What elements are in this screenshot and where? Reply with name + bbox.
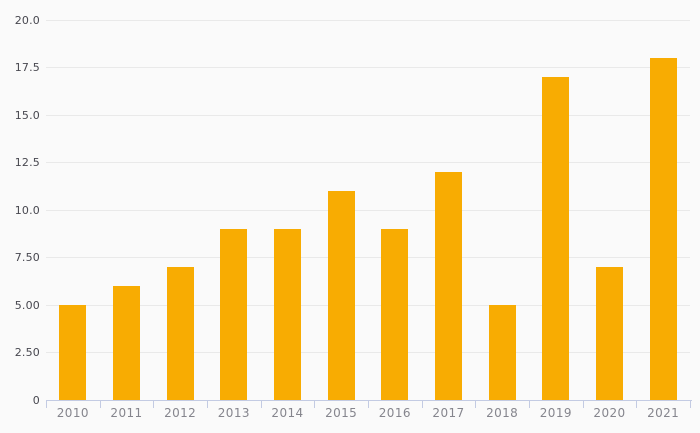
x-axis-tick <box>99 400 101 408</box>
bar-2017 <box>435 172 462 400</box>
gridline-y-5.00 <box>46 304 690 306</box>
gridline-y-7.50 <box>46 257 690 258</box>
x-axis-category-label: 2019 <box>539 406 572 420</box>
gridline-y-20.0 <box>46 19 690 21</box>
bar-2013 <box>220 229 248 400</box>
x-axis-category-label: 2020 <box>593 406 626 420</box>
x-axis-tick <box>690 400 691 408</box>
x-axis-tick <box>368 400 369 408</box>
x-axis-category-label: 2018 <box>486 406 519 420</box>
bar-2011 <box>113 286 140 400</box>
y-axis-tick-label: 15.0 <box>14 108 40 122</box>
bar-2010 <box>59 305 87 400</box>
x-axis-category-label: 2016 <box>378 406 411 420</box>
x-axis-tick <box>636 400 638 408</box>
x-axis-tick <box>475 400 477 408</box>
bar-2018 <box>488 305 516 400</box>
x-axis-category-label: 2011 <box>110 406 143 420</box>
x-axis-category-label: 2014 <box>271 406 304 420</box>
x-axis-tick <box>260 400 262 408</box>
y-axis-tick-label: 7.50 <box>14 251 40 264</box>
bar-2020 <box>596 267 623 400</box>
y-axis-tick-label: 17.5 <box>14 61 40 74</box>
x-axis-tick <box>529 400 530 408</box>
x-axis-category-label: 2015 <box>325 406 358 420</box>
gridline-y-10.0 <box>46 209 690 211</box>
bar-2012 <box>166 267 194 400</box>
bar-2021 <box>649 58 677 400</box>
y-axis-tick-label: 0 <box>32 393 40 407</box>
bar-2014 <box>274 229 301 400</box>
gridline-y-12.5 <box>46 162 690 163</box>
gridline-y-17.5 <box>46 67 690 68</box>
x-axis-category-label: 2013 <box>217 406 250 420</box>
x-axis-category-label: 2012 <box>164 406 197 420</box>
y-axis-tick-label: 5.00 <box>14 298 40 312</box>
y-axis-tick-label: 2.50 <box>14 346 40 359</box>
x-axis-category-label: 2010 <box>56 406 89 420</box>
bar-2019 <box>542 77 570 400</box>
x-axis-tick <box>314 400 316 408</box>
gridline-y-2.50 <box>46 352 690 353</box>
x-axis-tick <box>207 400 208 408</box>
x-axis-category-label: 2017 <box>432 406 465 420</box>
y-axis-tick-label: 12.5 <box>14 156 40 169</box>
y-axis-tick-label: 20.0 <box>14 13 40 27</box>
x-axis-tick <box>46 400 47 408</box>
x-axis-line <box>46 400 692 401</box>
x-axis-tick <box>421 400 423 408</box>
x-axis-tick <box>153 400 155 408</box>
y-axis-tick-label: 10.0 <box>14 203 40 217</box>
bar-2015 <box>327 191 355 400</box>
x-axis-category-label: 2021 <box>647 406 680 420</box>
bar-2016 <box>381 229 409 400</box>
x-axis-tick <box>582 400 584 408</box>
gridline-y-15.0 <box>46 114 690 116</box>
